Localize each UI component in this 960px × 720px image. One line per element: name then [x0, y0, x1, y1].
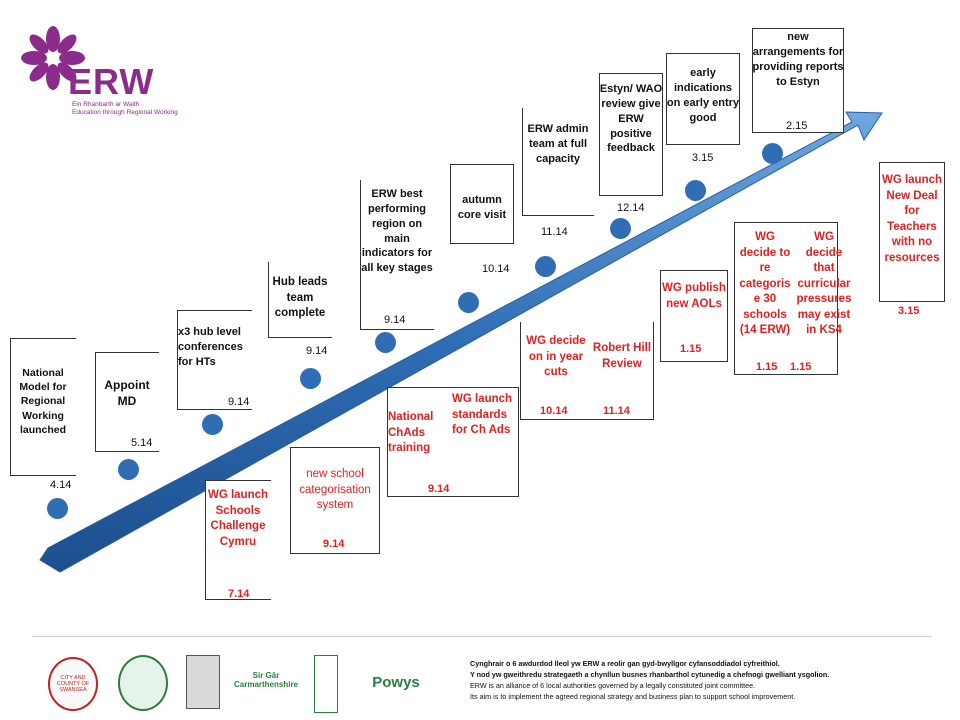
timeline-dot — [47, 498, 68, 519]
event-box — [360, 180, 434, 330]
footer-divider — [32, 636, 932, 637]
swansea-logo: CITY AND COUNTY OF SWANSEA — [48, 657, 98, 711]
wg-event-label: WG decide to re categoris e 30 schools (… — [739, 231, 791, 337]
footer-line-2: Y nod yw gweithredu strategaeth a chynll… — [470, 670, 830, 680]
event-date: 11.14 — [541, 226, 568, 238]
event-date: 5.14 — [131, 437, 153, 449]
timeline-dot — [375, 332, 396, 353]
ceredigion-logo — [314, 655, 338, 713]
event-box — [450, 164, 514, 244]
neath-port-talbot-logo — [118, 655, 168, 711]
timeline-dot — [118, 459, 139, 480]
event-box — [599, 73, 663, 196]
wg-event-date: 11.14 — [603, 405, 630, 417]
event-box — [10, 338, 76, 476]
footer-line-3: ERW is an alliance of 6 local authoritie… — [470, 681, 756, 691]
brand-tagline-cy: Ein Rhanbarth ar Waith — [72, 101, 140, 108]
wg-event-date: 1.15 — [680, 343, 702, 355]
timeline-dot — [458, 292, 479, 313]
erw-logo: ERW Ein Rhanbarth ar Waith Education thr… — [20, 25, 195, 116]
pembrokeshire-logo — [186, 655, 220, 709]
timeline-dot — [300, 368, 321, 389]
event-box — [666, 53, 740, 145]
brand-name: ERW — [68, 61, 155, 102]
wg-event-date: 10.14 — [540, 405, 568, 417]
timeline-dot — [762, 143, 783, 164]
wg-event-date: 9.14 — [428, 483, 450, 495]
wg-event-box — [290, 447, 380, 554]
wg-event-box — [520, 322, 654, 420]
timeline-dot — [685, 180, 706, 201]
event-date: 9.14 — [228, 396, 250, 408]
event-label: early indications on early entry good — [666, 67, 740, 124]
wg-event-box — [660, 270, 728, 362]
event-date: 4.14 — [50, 479, 72, 491]
event-label: Appoint MD — [104, 378, 150, 409]
wg-event-date: 1.15 — [790, 361, 812, 373]
event-label: new arrangements for providing reports t… — [752, 31, 844, 88]
brand-tagline-en: Education through Regional Working — [72, 109, 178, 116]
event-date: 3.15 — [692, 152, 714, 164]
wg-event-date: 9.14 — [323, 538, 345, 550]
powys-logo: Powys — [372, 673, 420, 691]
wg-event-box — [205, 480, 271, 600]
event-box — [522, 108, 594, 216]
event-label: x3 hub level conferences for HTs — [178, 326, 243, 368]
timeline-dot — [535, 256, 556, 277]
wg-event-label: WG launch New Deal for Teachers with no … — [881, 174, 943, 264]
wg-event-label: WG decide that curricular pressures may … — [796, 231, 852, 337]
wg-event-label: Robert Hill Review — [592, 342, 652, 370]
event-label: ERW best performing region on main indic… — [361, 188, 433, 275]
footer-line-4: Its aim is to implement the agreed regio… — [470, 692, 796, 702]
wg-event-label: WG launch standards for Ch Ads — [452, 393, 513, 437]
event-date: 12.14 — [617, 202, 645, 214]
wg-event-date: 3.15 — [898, 305, 920, 317]
footer-text: Cynghrair o 6 awdurdod lleol yw ERW a re… — [470, 658, 950, 703]
wg-event-date: 7.14 — [228, 588, 250, 600]
event-date: 10.14 — [482, 263, 510, 275]
event-date: 9.14 — [384, 314, 406, 326]
wg-event-label: WG decide on in year cuts — [526, 335, 586, 379]
wg-event-box — [387, 387, 519, 497]
event-label: Estyn/ WAO review give ERW positive feed… — [599, 83, 663, 155]
event-label: National Model for Regional Working laun… — [19, 367, 67, 436]
event-box — [268, 262, 332, 338]
footer-logos: CITY AND COUNTY OF SWANSEA Sir Gâr Carma… — [48, 655, 448, 715]
timeline-dot — [202, 414, 223, 435]
wg-event-date: 1.15 — [756, 361, 778, 373]
carmarthenshire-logo: Sir Gâr Carmarthenshire — [233, 671, 299, 689]
event-box — [95, 352, 159, 452]
event-label: Hub leads team complete — [272, 276, 328, 320]
event-box — [752, 28, 844, 133]
event-label: autumn core visit — [457, 194, 507, 221]
wg-event-label: WG launch Schools Challenge Cymru — [207, 489, 269, 548]
wg-event-box — [734, 222, 838, 375]
footer-line-1: Cynghrair o 6 awdurdod lleol yw ERW a re… — [470, 659, 780, 668]
wg-event-label: National ChAds training — [388, 411, 434, 455]
wg-event-label: new school categorisation system — [299, 468, 371, 512]
wg-event-box — [879, 162, 945, 302]
flower-icon — [21, 26, 85, 90]
event-date: 2.15 — [786, 120, 808, 132]
event-label: ERW admin team at full capacity — [527, 123, 589, 165]
event-date: 9.14 — [306, 345, 328, 357]
wg-event-label: WG publish new AOLs — [662, 282, 726, 310]
timeline-dot — [610, 218, 631, 239]
event-box — [177, 310, 252, 410]
